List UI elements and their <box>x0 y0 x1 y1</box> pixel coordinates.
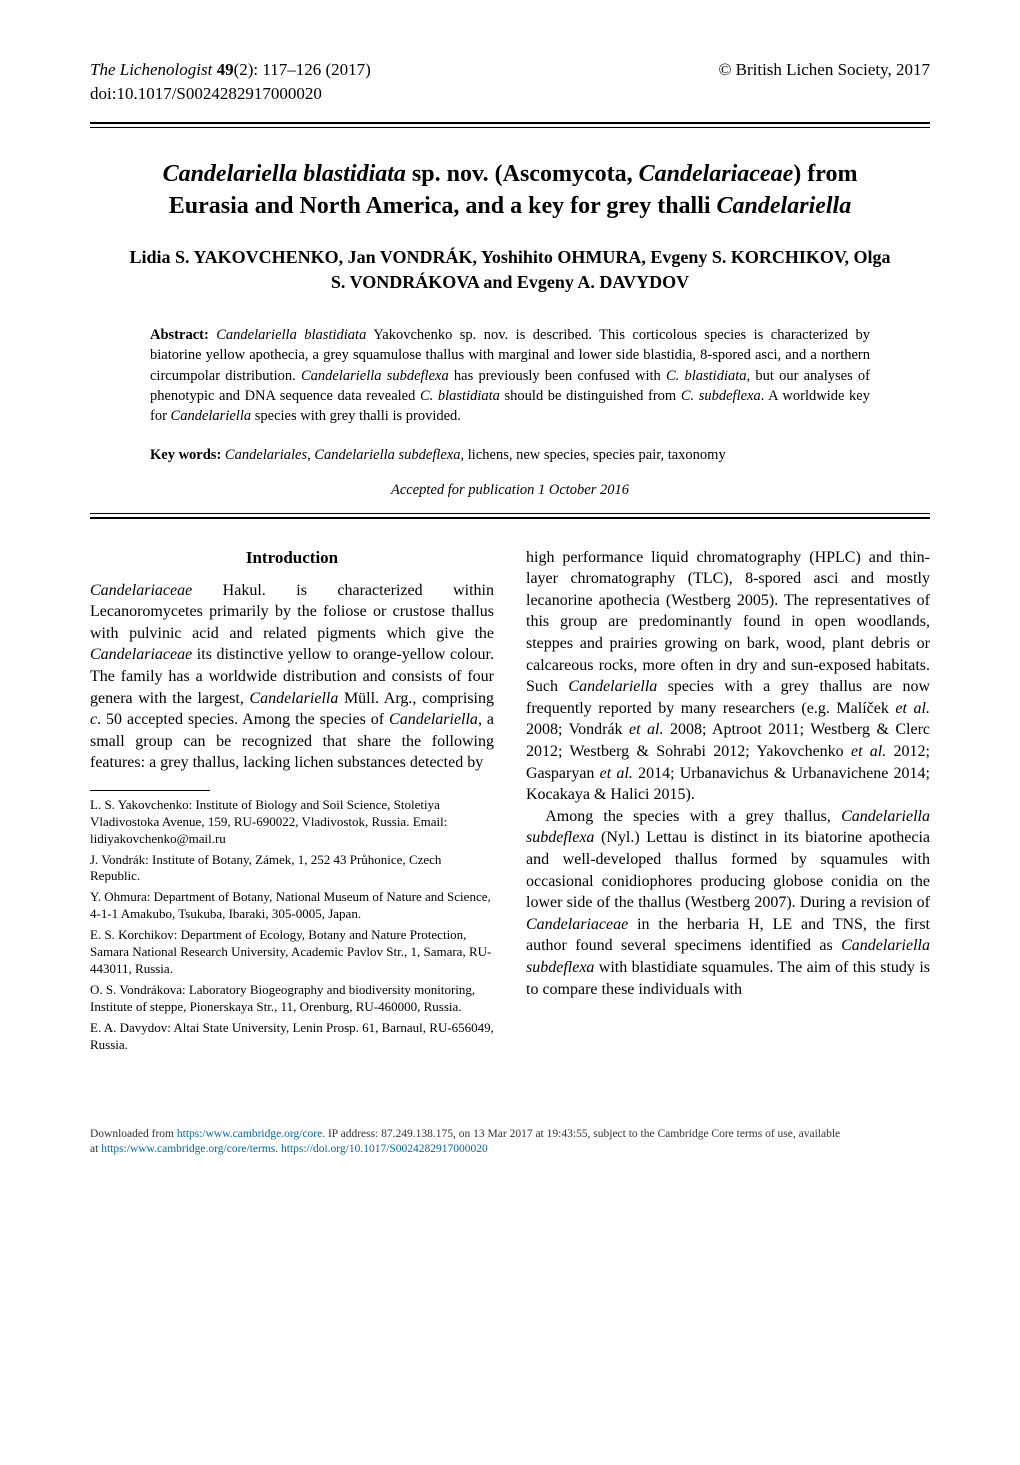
keywords-text: Candelariales, Candelariella subdeflexa,… <box>221 447 725 463</box>
intro-paragraph-1: Candelariaceae Hakul. is characterized w… <box>90 580 494 774</box>
right-column: high performance liquid chromatography (… <box>526 547 930 1058</box>
abstract-text: Candelariella blastidiata Yakovchenko sp… <box>150 327 870 424</box>
affiliation-rule <box>90 790 210 791</box>
doi: doi:10.1017/S0024282917000020 <box>90 84 930 104</box>
body-columns: Introduction Candelariaceae Hakul. is ch… <box>90 547 930 1058</box>
rule-top <box>90 122 930 128</box>
copyright: © British Lichen Society, 2017 <box>718 60 930 80</box>
authors: Lidia S. YAKOVCHENKO, Jan VONDRÁK, Yoshi… <box>120 245 900 295</box>
footer-link-doi[interactable]: https://doi.org/10.1017/S002428291700002… <box>281 1143 488 1155</box>
page-footer: Downloaded from https:/www.cambridge.org… <box>90 1127 930 1157</box>
keywords-label: Key words: <box>150 447 221 463</box>
section-heading-introduction: Introduction <box>90 547 494 570</box>
rule-mid <box>90 513 930 519</box>
footer-text-3: at <box>90 1143 101 1155</box>
article-title: Candelariella blastidiata sp. nov. (Asco… <box>140 158 880 223</box>
left-column: Introduction Candelariaceae Hakul. is ch… <box>90 547 494 1058</box>
journal-volume-pages: 49(2): 117–126 (2017) <box>217 60 371 79</box>
affiliation-item: E. S. Korchikov: Department of Ecology, … <box>90 927 494 978</box>
intro-paragraph-2: Among the species with a grey thallus, C… <box>526 806 930 1000</box>
intro-paragraph-1-cont: high performance liquid chromatography (… <box>526 547 930 806</box>
affiliation-item: O. S. Vondrákova: Laboratory Biogeograph… <box>90 982 494 1016</box>
affiliation-item: L. S. Yakovchenko: Institute of Biology … <box>90 797 494 848</box>
footer-link-terms[interactable]: https:/www.cambridge.org/core/terms <box>101 1143 275 1155</box>
abstract: Abstract: Candelariella blastidiata Yako… <box>150 325 870 426</box>
abstract-label: Abstract: <box>150 327 209 343</box>
keywords: Key words: Candelariales, Candelariella … <box>150 447 870 464</box>
footer-text-2: . IP address: 87.249.138.175, on 13 Mar … <box>322 1128 840 1140</box>
journal-header: The Lichenologist 49(2): 117–126 (2017) … <box>90 60 930 80</box>
affiliation-item: J. Vondrák: Institute of Botany, Zámek, … <box>90 852 494 886</box>
journal-name: The Lichenologist <box>90 60 212 79</box>
footer-link-core[interactable]: https:/www.cambridge.org/core <box>177 1128 322 1140</box>
affiliation-item: E. A. Davydov: Altai State University, L… <box>90 1020 494 1054</box>
affiliations: L. S. Yakovchenko: Institute of Biology … <box>90 797 494 1053</box>
accepted-date: Accepted for publication 1 October 2016 <box>150 482 870 499</box>
affiliation-item: Y. Ohmura: Department of Botany, Nationa… <box>90 889 494 923</box>
footer-text-1: Downloaded from <box>90 1128 177 1140</box>
